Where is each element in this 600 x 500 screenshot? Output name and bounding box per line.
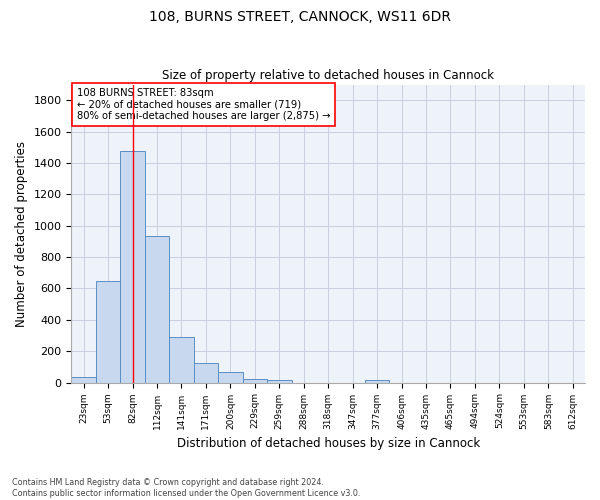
Y-axis label: Number of detached properties: Number of detached properties <box>15 140 28 326</box>
Bar <box>71 376 96 382</box>
Text: 108, BURNS STREET, CANNOCK, WS11 6DR: 108, BURNS STREET, CANNOCK, WS11 6DR <box>149 10 451 24</box>
X-axis label: Distribution of detached houses by size in Cannock: Distribution of detached houses by size … <box>176 437 480 450</box>
Bar <box>96 281 121 382</box>
Bar <box>121 151 145 382</box>
Bar <box>194 363 218 382</box>
Title: Size of property relative to detached houses in Cannock: Size of property relative to detached ho… <box>162 69 494 82</box>
Bar <box>242 379 267 382</box>
Bar <box>169 337 194 382</box>
Bar <box>145 236 169 382</box>
Bar <box>218 372 242 382</box>
Text: 108 BURNS STREET: 83sqm
← 20% of detached houses are smaller (719)
80% of semi-d: 108 BURNS STREET: 83sqm ← 20% of detache… <box>77 88 330 120</box>
Bar <box>365 380 389 382</box>
Bar <box>267 380 292 382</box>
Text: Contains HM Land Registry data © Crown copyright and database right 2024.
Contai: Contains HM Land Registry data © Crown c… <box>12 478 361 498</box>
